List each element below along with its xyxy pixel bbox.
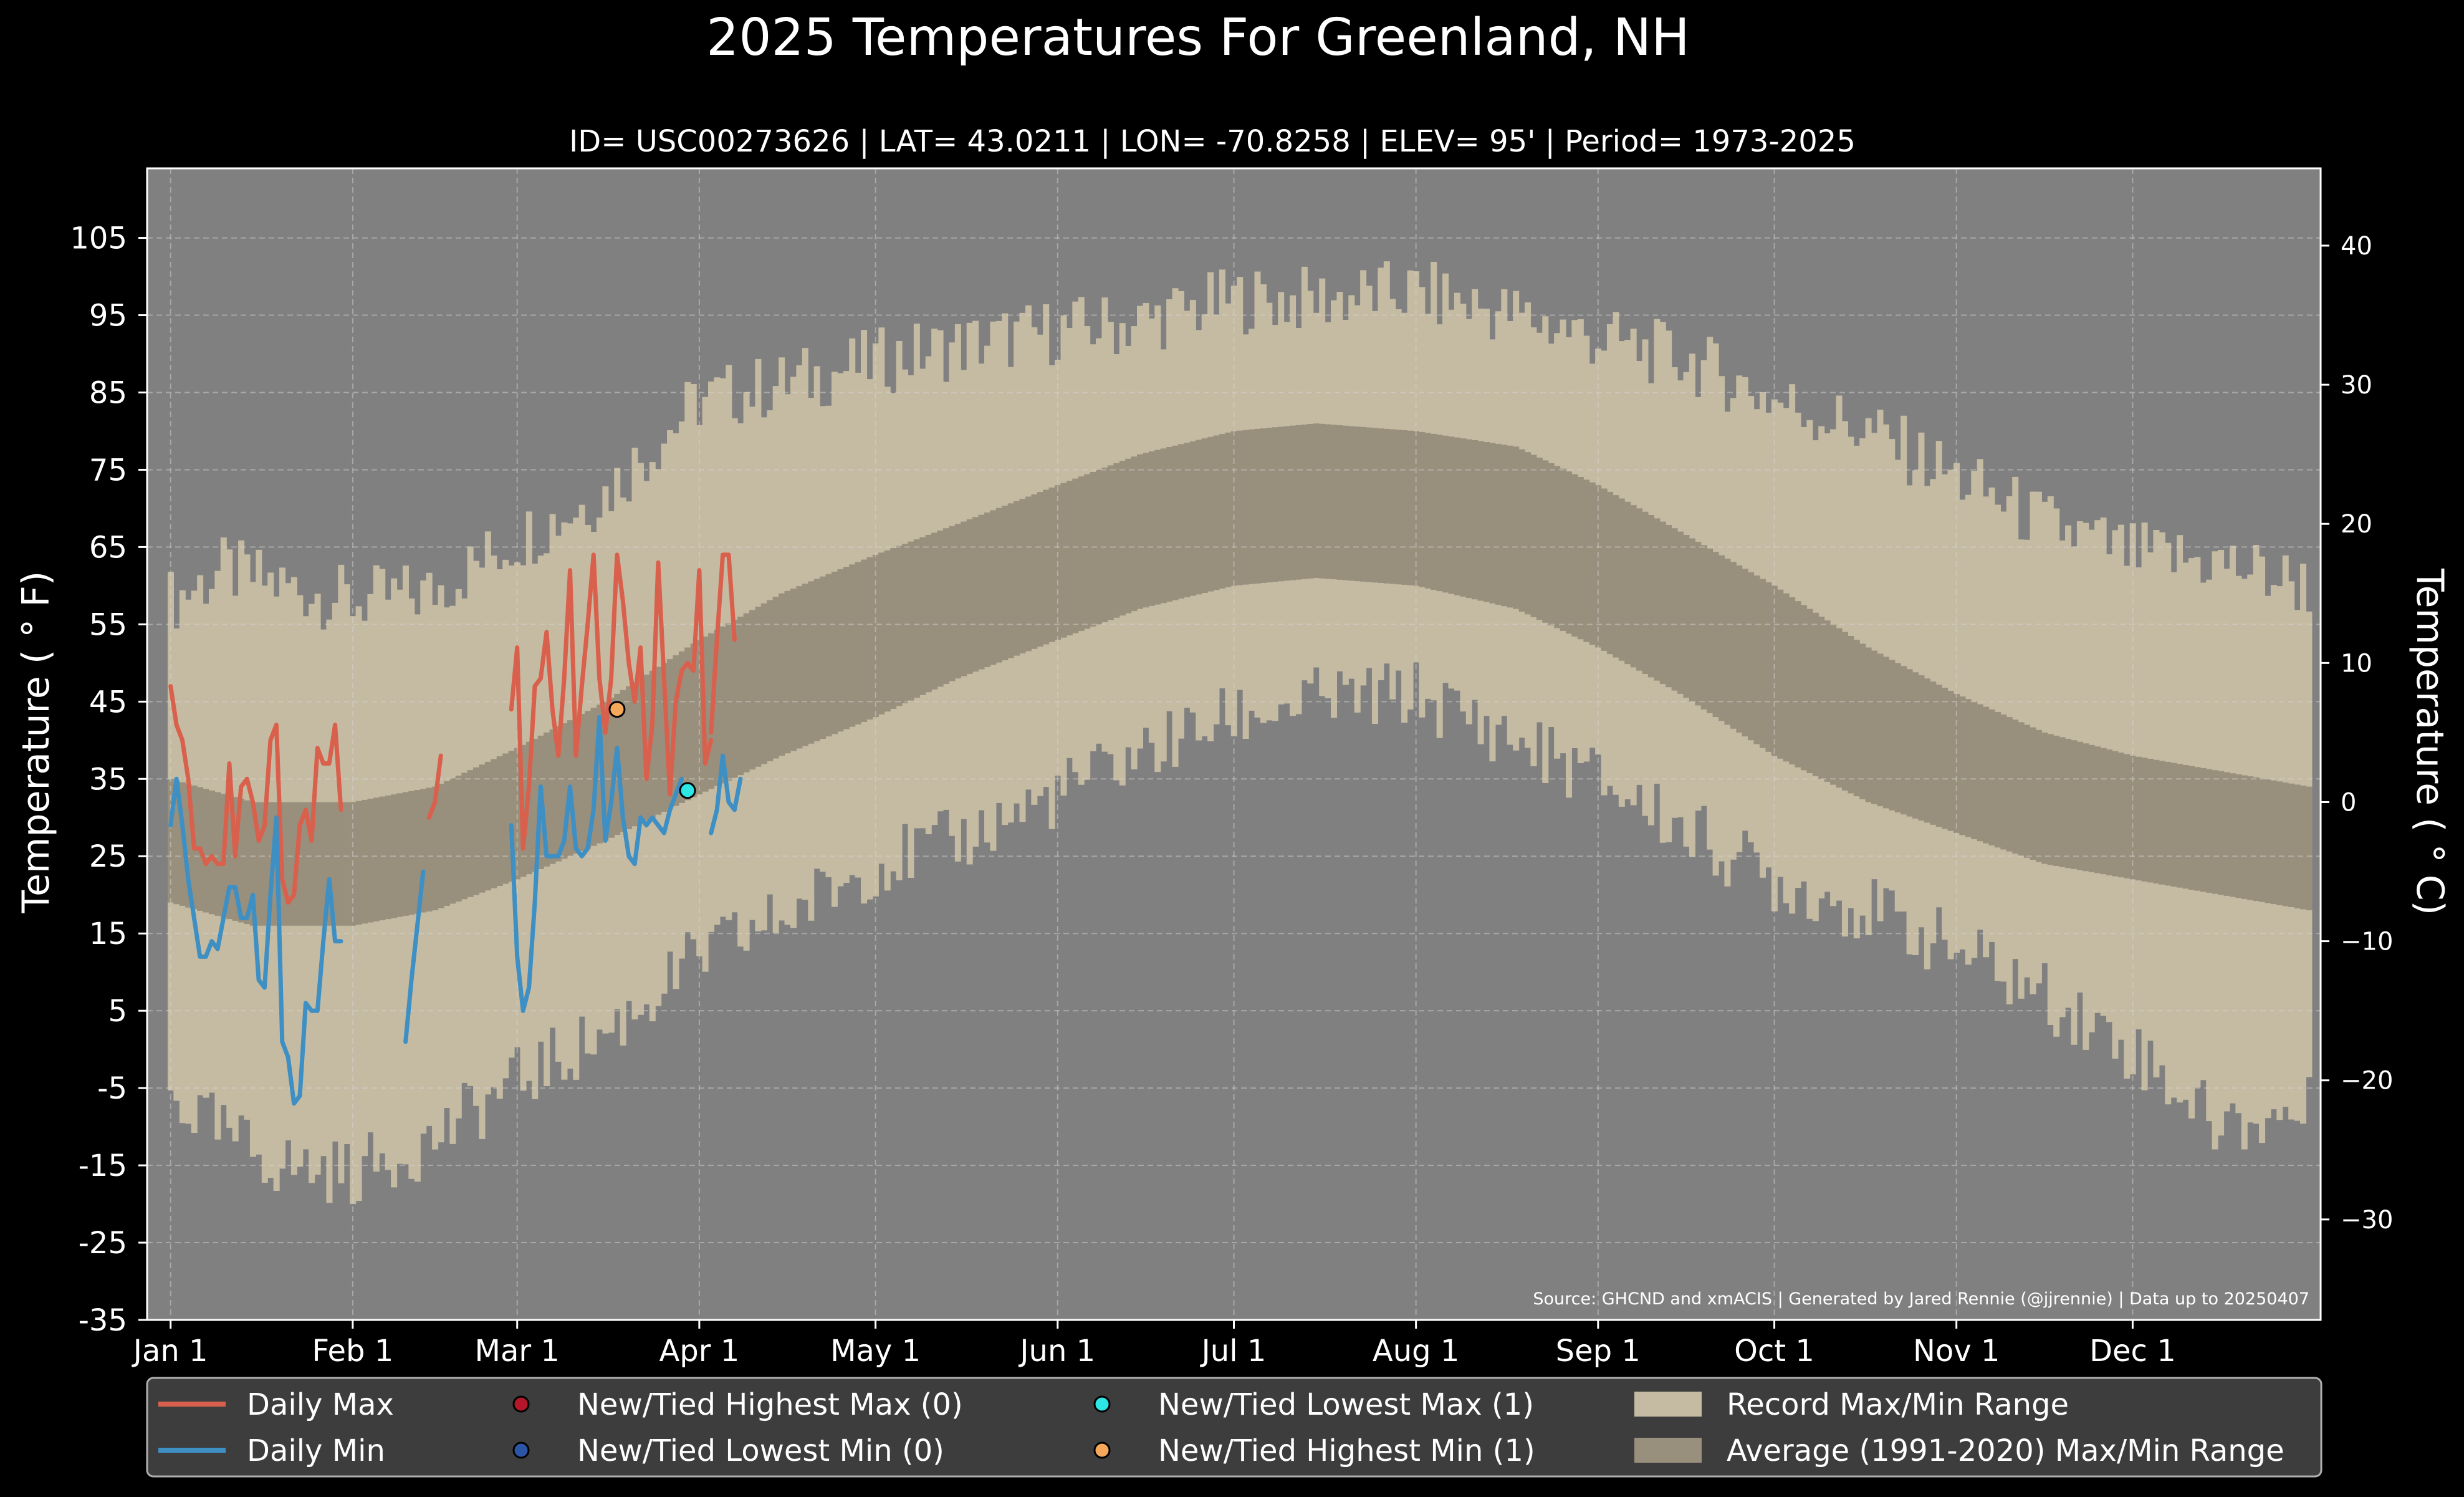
chart-title: 2025 Temperatures For Greenland, NH	[706, 8, 1690, 67]
x-tick-label: Apr 1	[659, 1334, 739, 1369]
legend-dot-swatch	[512, 1442, 530, 1459]
legend-dot-swatch	[1093, 1442, 1111, 1459]
y-tick-label-fahrenheit: 105	[70, 221, 127, 256]
x-tick-label: May 1	[830, 1334, 921, 1369]
daily-max-line	[709, 552, 737, 735]
y-tick-label-fahrenheit: 65	[89, 530, 127, 565]
y-tick-label-fahrenheit: 45	[89, 685, 127, 720]
legend-label: Daily Max	[247, 1387, 394, 1422]
legend: Daily Max Daily Min New/Tied Highest Max (…	[146, 1377, 2323, 1478]
y-tick-label-fahrenheit: 95	[89, 299, 127, 334]
y-tick-label-fahrenheit: 55	[89, 607, 127, 642]
legend-item-new-tied-highest-min-1: New/Tied Highest Min (1)	[1093, 1433, 1535, 1468]
axes: 105 95 85 75 65 55 45 35 25 15 5 -5 -15 -25 -35 40 30 20 1…	[70, 167, 2393, 1369]
legend-item-record-max-min-range: Record Max/Min Range	[1634, 1387, 2069, 1422]
record-range-band	[167, 261, 2313, 1205]
y-tick-label-celsius: −10	[2341, 928, 2393, 956]
legend-item-daily-max: Daily Max	[158, 1387, 394, 1422]
y-tick-label-fahrenheit: -25	[79, 1226, 127, 1261]
x-tick-label: Feb 1	[312, 1334, 393, 1369]
legend-label: New/Tied Lowest Min (0)	[577, 1433, 944, 1468]
x-tick-label: Jun 1	[1018, 1334, 1095, 1369]
new-tied-highest-minmarker	[608, 701, 626, 718]
x-tick-label: Dec 1	[2089, 1334, 2176, 1369]
legend-label: New/Tied Highest Min (1)	[1158, 1433, 1535, 1468]
x-tick-label: Sep 1	[1556, 1334, 1641, 1369]
daily-max-line	[168, 684, 343, 905]
y-tick-label-fahrenheit: 35	[89, 762, 127, 797]
y-tick-label-celsius: 10	[2341, 649, 2372, 678]
legend-item-average-1991-2020-max-min-range: Average (1991-2020) Max/Min Range	[1634, 1433, 2284, 1468]
average-range-band	[167, 423, 2313, 926]
legend-dot-swatch	[512, 1395, 530, 1413]
legend-label: Daily Min	[247, 1433, 385, 1468]
legend-item-new-tied-highest-max-0: New/Tied Highest Max (0)	[512, 1387, 963, 1422]
legend-label: New/Tied Lowest Max (1)	[1158, 1387, 1534, 1422]
legend-dot-swatch	[1093, 1395, 1111, 1413]
x-tick-label: Jan 1	[132, 1334, 208, 1369]
y-tick-label-fahrenheit: 85	[89, 375, 127, 410]
legend-box	[146, 1377, 2323, 1478]
chart-subtitle: ID= USC00273626 | LAT= 43.0211 | LON= -7…	[569, 124, 1856, 159]
legend-label: New/Tied Highest Max (0)	[577, 1387, 963, 1422]
y-tick-label-fahrenheit: 75	[89, 453, 127, 488]
x-tick-label: Aug 1	[1373, 1334, 1460, 1369]
y-tick-label-fahrenheit: 15	[89, 917, 127, 951]
x-tick-label: Mar 1	[475, 1334, 560, 1369]
daily-max-line	[426, 753, 443, 820]
x-tick-label: Nov 1	[1913, 1334, 2000, 1369]
x-tick-label: Oct 1	[1734, 1334, 1814, 1369]
legend-label: Average (1991-2020) Max/Min Range	[1727, 1433, 2284, 1468]
y-tick-label-fahrenheit: -15	[79, 1148, 127, 1183]
y-tick-label-fahrenheit: -35	[79, 1303, 127, 1338]
legend-patch-swatch	[1634, 1438, 1702, 1463]
y-axis-label-celsius: Temperature ( ° C)	[2408, 568, 2452, 915]
daily-min-line	[168, 776, 343, 1106]
y-tick-label-celsius: −20	[2341, 1067, 2393, 1095]
y-tick-label-celsius: 40	[2341, 232, 2372, 261]
daily-min-line	[509, 715, 684, 1013]
y-tick-label-fahrenheit: -5	[97, 1071, 127, 1106]
y-tick-label-celsius: −30	[2341, 1206, 2393, 1235]
legend-label: Record Max/Min Range	[1727, 1387, 2069, 1422]
y-tick-label-fahrenheit: 5	[108, 994, 127, 1029]
daily-max-line	[509, 552, 714, 851]
y-axis-label-fahrenheit: Temperature ( ° F)	[14, 571, 58, 914]
legend-item-daily-min: Daily Min	[158, 1433, 385, 1468]
y-tick-label-fahrenheit: 25	[89, 839, 127, 874]
legend-item-new-tied-lowest-min-0: New/Tied Lowest Min (0)	[512, 1433, 944, 1468]
y-tick-label-celsius: 0	[2341, 788, 2356, 817]
daily-min-line	[403, 869, 426, 1044]
y-tick-label-celsius: 20	[2341, 510, 2372, 539]
source-note: Source: GHCND and xmACIS | Generated by …	[1533, 1289, 2309, 1309]
daily-min-line	[709, 753, 743, 835]
new-tied-lowest-maxmarker	[679, 782, 696, 799]
plot-area	[147, 168, 2321, 1321]
y-tick-label-celsius: 30	[2341, 371, 2372, 400]
x-tick-label: Jul 1	[1200, 1334, 1267, 1369]
legend-patch-swatch	[1634, 1392, 1702, 1417]
legend-item-new-tied-lowest-max-1: New/Tied Lowest Max (1)	[1093, 1387, 1534, 1422]
